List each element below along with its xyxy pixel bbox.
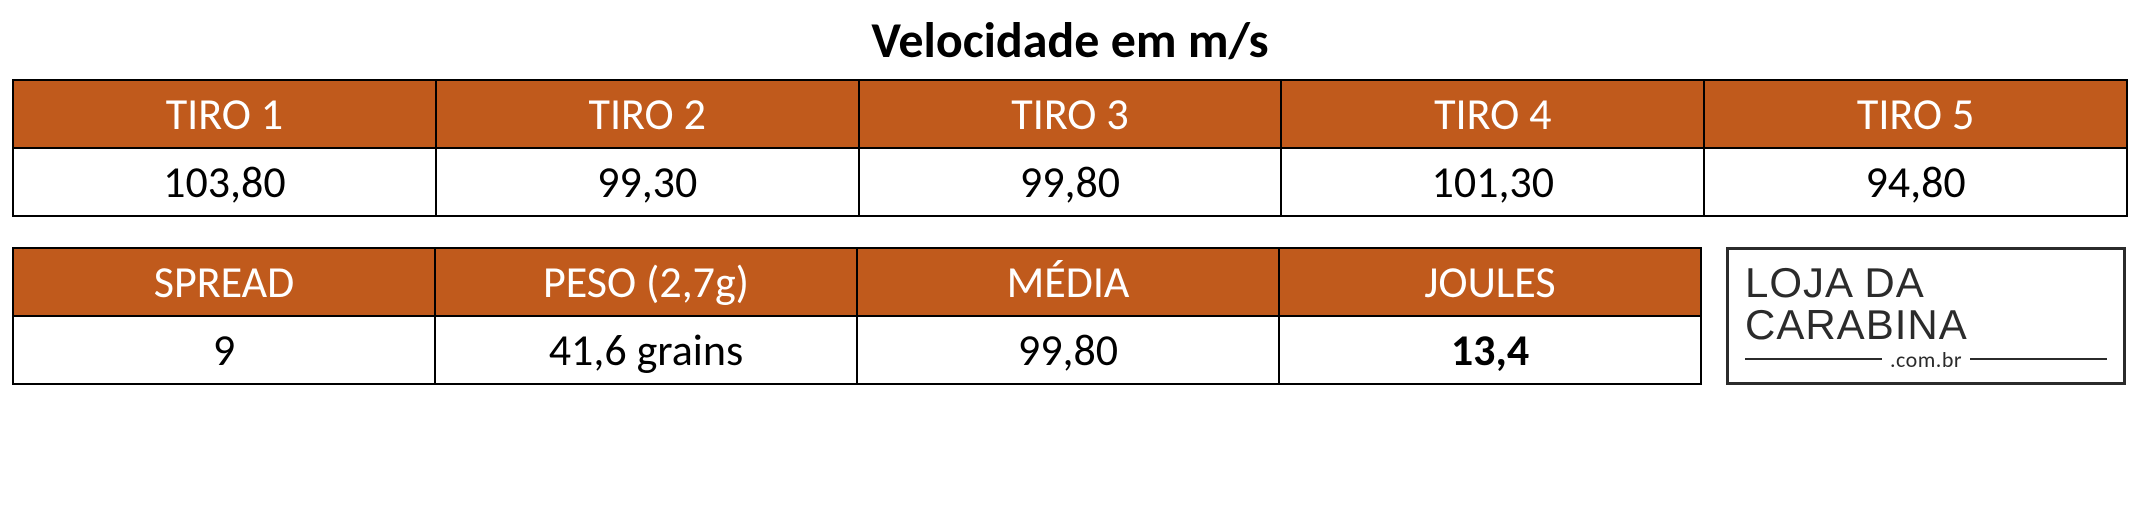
stats-table: SPREADPESO (2,7g)MÉDIAJOULES 941,6 grain… — [12, 247, 1702, 385]
shots-header-cell: TIRO 3 — [859, 80, 1282, 148]
shots-value-cell: 101,30 — [1281, 148, 1704, 216]
shots-table: TIRO 1TIRO 2TIRO 3TIRO 4TIRO 5 103,8099,… — [12, 79, 2128, 217]
logo-divider-left — [1745, 358, 1882, 360]
stats-value-cell: 41,6 grains — [435, 316, 857, 384]
logo-divider-right — [1970, 358, 2107, 360]
stats-header-cell: MÉDIA — [857, 248, 1279, 316]
shots-value-cell: 103,80 — [13, 148, 436, 216]
logo-main-text: LOJA DA CARABINA — [1745, 262, 2107, 346]
page-title: Velocidade em m/s — [12, 10, 2128, 71]
shots-header-cell: TIRO 5 — [1704, 80, 2127, 148]
stats-value-cell: 9 — [13, 316, 435, 384]
stats-header-cell: PESO (2,7g) — [435, 248, 857, 316]
logo-sub-text: .com.br — [1890, 346, 1962, 373]
shots-value-cell: 99,30 — [436, 148, 859, 216]
stats-value-cell: 99,80 — [857, 316, 1279, 384]
stats-header-cell: JOULES — [1279, 248, 1701, 316]
shots-header-cell: TIRO 2 — [436, 80, 859, 148]
stats-header-cell: SPREAD — [13, 248, 435, 316]
shots-value-cell: 99,80 — [859, 148, 1282, 216]
shots-header-cell: TIRO 1 — [13, 80, 436, 148]
shots-value-cell: 94,80 — [1704, 148, 2127, 216]
brand-logo: LOJA DA CARABINA .com.br — [1726, 247, 2126, 385]
shots-header-cell: TIRO 4 — [1281, 80, 1704, 148]
stats-value-cell: 13,4 — [1279, 316, 1701, 384]
